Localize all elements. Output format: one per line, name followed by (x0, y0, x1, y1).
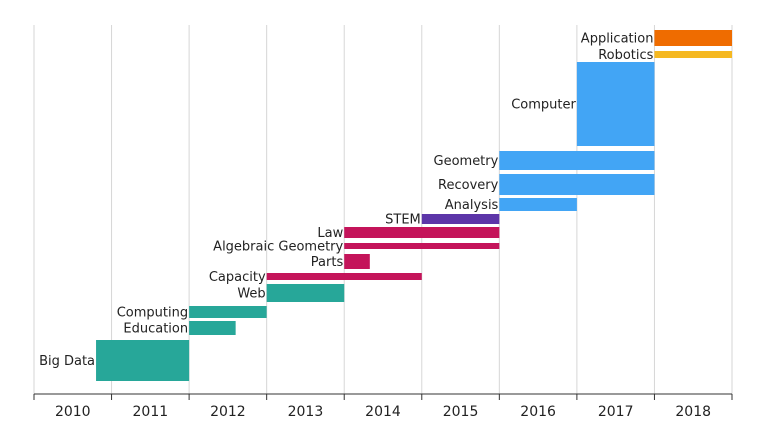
bar-computing (189, 306, 267, 318)
bar-label-big-data: Big Data (39, 354, 95, 369)
bar-label-algebraic-geometry: Algebraic Geometry (213, 240, 343, 255)
bar-label-analysis: Analysis (445, 198, 499, 213)
bar-label-recovery: Recovery (438, 178, 499, 193)
bar-analysis (499, 198, 577, 211)
bar-law (344, 227, 500, 238)
bar-label-education: Education (123, 322, 188, 337)
bar-label-web: Web (237, 287, 265, 302)
bar-label-law: Law (317, 226, 343, 241)
grid (33, 25, 733, 394)
bar-geometry (499, 151, 655, 170)
x-tick-label: 2015 (443, 404, 479, 420)
x-tick-label: 2011 (133, 404, 169, 420)
bar-parts (344, 254, 370, 269)
x-tick-label: 2010 (55, 404, 91, 420)
bar-label-geometry: Geometry (434, 154, 499, 169)
bar-stem (421, 214, 500, 224)
bar-label-capacity: Capacity (209, 270, 266, 285)
bar-education (189, 321, 236, 335)
x-tick-label: 2017 (598, 404, 634, 420)
x-tick-label: 2013 (288, 404, 324, 420)
bar-algebraic-geometry (344, 243, 500, 249)
bar-label-application: Application (581, 32, 654, 47)
bar-capacity (266, 273, 422, 280)
bars (96, 30, 732, 381)
bar-label-computing: Computing (117, 306, 188, 321)
bar-recovery (499, 174, 655, 195)
bar-web (266, 284, 345, 302)
bar-big-data (96, 340, 190, 381)
bar-computer (576, 62, 655, 146)
bar-label-stem: STEM (385, 213, 421, 228)
bar-label-parts: Parts (311, 255, 344, 270)
x-tick-label: 2016 (520, 404, 556, 420)
x-tick-label: 2012 (210, 404, 246, 420)
x-tick-label: 2018 (675, 404, 711, 420)
bar-label-robotics: Robotics (598, 48, 653, 63)
bar-label-computer: Computer (511, 98, 576, 113)
bar-application (654, 30, 732, 46)
x-tick-label: 2014 (365, 404, 401, 420)
bar-robotics (654, 51, 732, 58)
x-axis: 2010 2011 2012 2013 2014 2015 2016 2017 2018 (33, 393, 733, 420)
